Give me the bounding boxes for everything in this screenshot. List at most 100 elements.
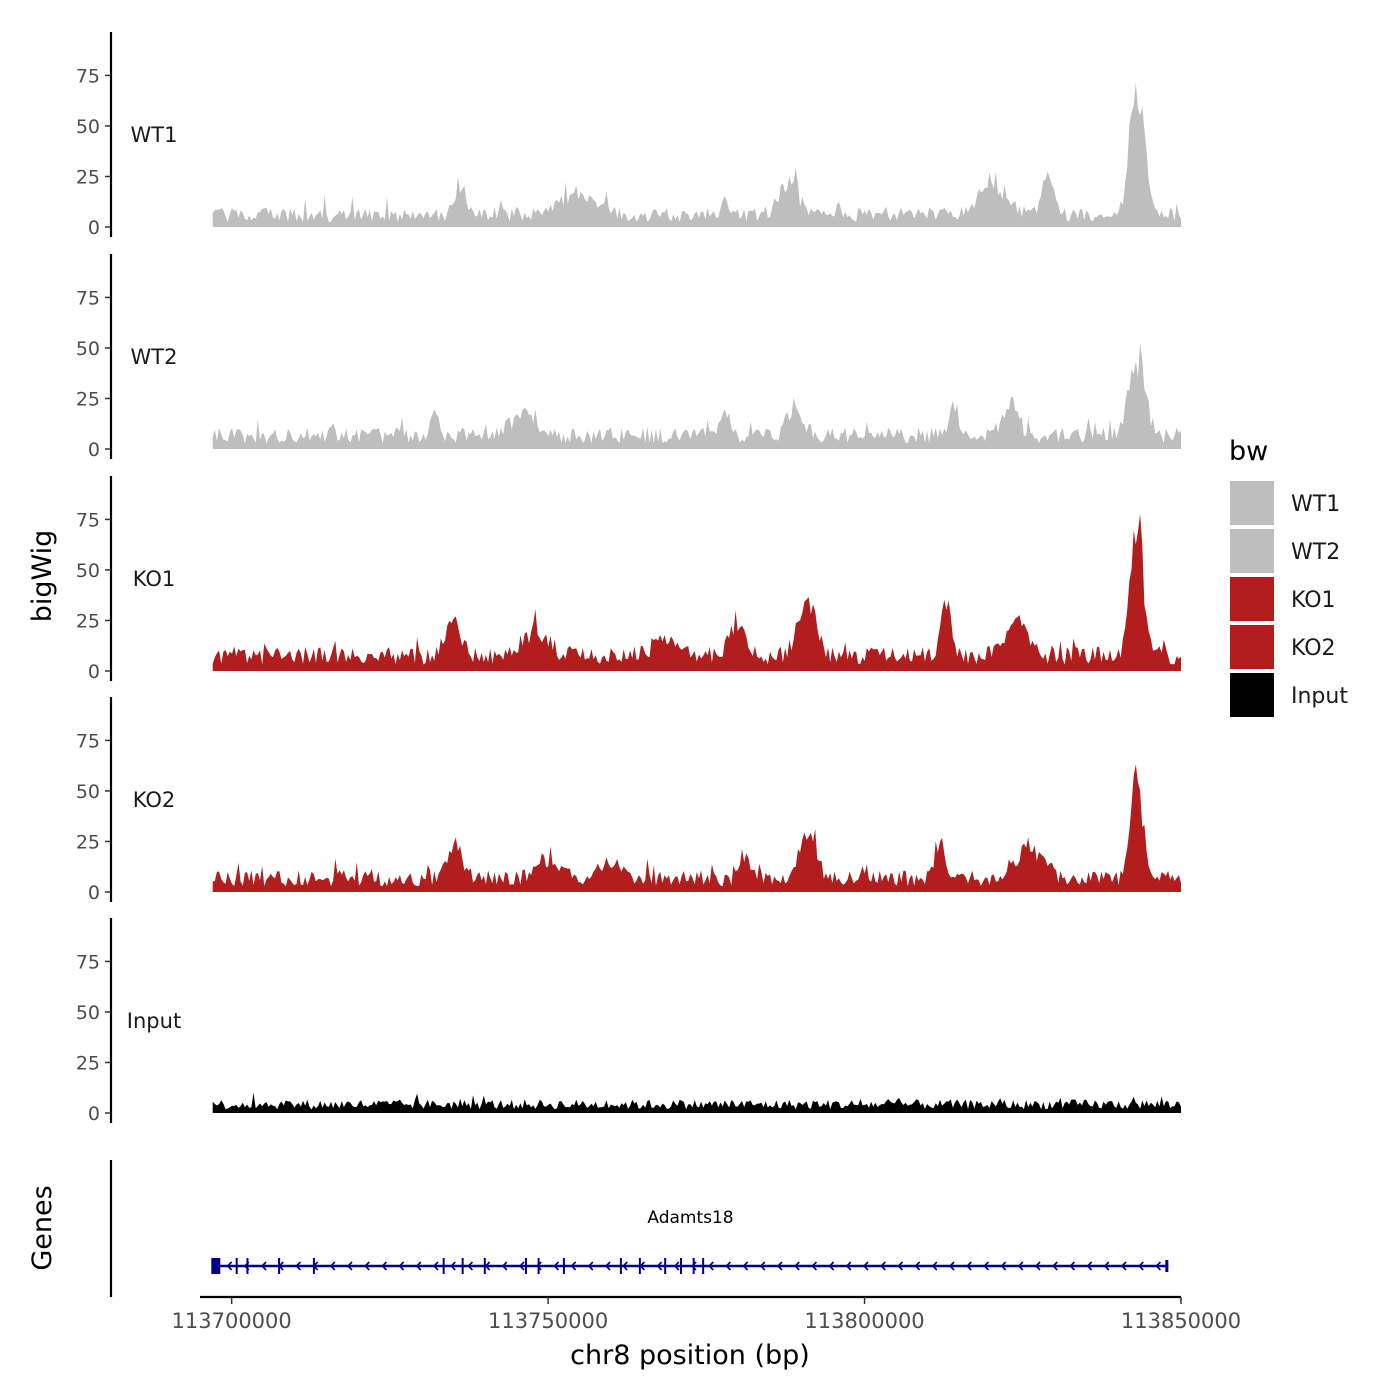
exon: [246, 1258, 249, 1274]
legend-entry: WT1: [1230, 481, 1340, 525]
strand-arrow: [604, 1261, 611, 1271]
strand-arrow: [845, 1261, 852, 1271]
y-tick-label: 50: [76, 116, 100, 138]
exon: [211, 1258, 221, 1274]
legend-label: WT2: [1291, 540, 1340, 565]
y-tick-label: 50: [76, 560, 100, 582]
y-tick-label: 0: [88, 217, 100, 239]
genes-track-title: Genes: [27, 1185, 58, 1270]
strand-arrow: [673, 1261, 680, 1271]
strand-arrow: [450, 1261, 456, 1271]
strand-arrow: [1034, 1261, 1041, 1271]
track-panel: 0 25 50 75 Input: [76, 918, 1181, 1125]
strand-arrow: [1000, 1261, 1007, 1271]
strand-arrow: [329, 1261, 336, 1271]
y-tick-label: 25: [76, 831, 100, 853]
exon: [461, 1258, 464, 1274]
strand-arrow: [467, 1261, 474, 1271]
y-tick-label: 75: [76, 65, 100, 87]
track-label: KO2: [133, 788, 176, 812]
legend-label: WT1: [1291, 492, 1340, 517]
strand-arrow: [880, 1261, 886, 1271]
strand-arrow: [948, 1261, 955, 1271]
legend-swatch: [1230, 529, 1274, 573]
track-panel: 0 25 50 75 WT1: [76, 32, 1181, 239]
y-tick-label: 50: [76, 1002, 100, 1024]
strand-arrow: [587, 1261, 594, 1271]
strand-arrow: [432, 1261, 439, 1271]
signal-area: [212, 1092, 1181, 1113]
strand-arrow: [501, 1261, 508, 1271]
strand-arrow: [346, 1261, 353, 1271]
strand-arrow: [536, 1261, 542, 1271]
strand-arrow: [742, 1261, 749, 1271]
legend-swatch: [1230, 625, 1274, 669]
strand-arrow: [1120, 1261, 1127, 1271]
legend-swatch: [1230, 673, 1274, 717]
strand-arrow: [914, 1261, 921, 1271]
legend-entry: WT2: [1230, 529, 1340, 573]
x-tick-label: 113800000: [804, 1309, 924, 1333]
exon: [562, 1258, 565, 1274]
strand-arrow: [828, 1261, 835, 1271]
signal-area: [212, 513, 1181, 671]
x-tick-label: 113850000: [1121, 1309, 1241, 1333]
strand-arrow: [690, 1261, 697, 1271]
strand-arrow: [1103, 1261, 1110, 1271]
y-tick-label: 75: [76, 287, 100, 309]
strand-arrow: [260, 1261, 267, 1271]
exon: [235, 1258, 238, 1274]
strand-arrow: [415, 1261, 422, 1271]
exon: [483, 1258, 486, 1274]
y-axis-title: bigWig: [27, 530, 58, 623]
legend-label: Input: [1291, 684, 1348, 709]
exon: [537, 1258, 540, 1274]
y-tick-label: 0: [88, 882, 100, 904]
y-tick-label: 25: [76, 610, 100, 632]
exon: [619, 1258, 622, 1274]
legend-label: KO1: [1291, 588, 1336, 613]
strand-arrow: [1069, 1261, 1076, 1271]
legend-title: bw: [1229, 436, 1268, 467]
legend-swatch: [1230, 481, 1274, 525]
legend-swatch: [1230, 577, 1274, 621]
signal-area: [212, 343, 1181, 449]
exon: [692, 1258, 695, 1274]
y-tick-label: 75: [76, 951, 100, 973]
strand-arrow: [364, 1261, 370, 1271]
strand-arrow: [518, 1261, 525, 1271]
y-tick-label: 75: [76, 730, 100, 752]
y-tick-label: 25: [76, 1052, 100, 1074]
strand-arrow: [553, 1261, 560, 1271]
legend-entry: Input: [1230, 673, 1348, 717]
strand-arrow: [725, 1261, 732, 1271]
exon: [1165, 1260, 1169, 1272]
y-tick-label: 0: [88, 1103, 100, 1125]
track-panel: 0 25 50 75 KO2: [76, 697, 1181, 904]
y-tick-label: 25: [76, 388, 100, 410]
exon: [278, 1258, 281, 1274]
exon: [664, 1258, 667, 1274]
x-tick-label: 113750000: [488, 1309, 608, 1333]
legend-entry: KO2: [1230, 625, 1336, 669]
strand-arrow: [622, 1261, 628, 1271]
y-tick-label: 50: [76, 338, 100, 360]
strand-arrow: [381, 1261, 388, 1271]
strand-arrow: [1138, 1261, 1144, 1271]
x-axis-title: chr8 position (bp): [570, 1340, 810, 1371]
x-axis: 113700000 113750000 113800000 113850000: [172, 1295, 1241, 1333]
legend-label: KO2: [1291, 636, 1336, 661]
exon: [312, 1258, 315, 1274]
strand-arrow: [966, 1261, 972, 1271]
exon: [680, 1258, 683, 1274]
y-tick-label: 0: [88, 661, 100, 683]
strand-arrow: [398, 1261, 405, 1271]
strand-arrow: [1052, 1261, 1058, 1271]
strand-arrow: [570, 1261, 577, 1271]
gene-model: Adamts18: [211, 1208, 1169, 1274]
legend: bw WT1 WT2 KO1 KO2 Input: [1229, 436, 1348, 717]
strand-arrow: [983, 1261, 990, 1271]
y-tick-label: 25: [76, 166, 100, 188]
strand-arrow: [794, 1261, 800, 1271]
